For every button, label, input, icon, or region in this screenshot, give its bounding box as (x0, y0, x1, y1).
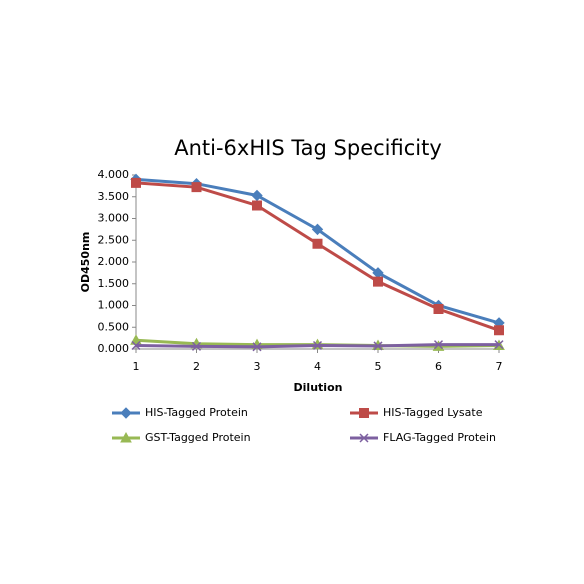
y-tick-label: 1.000 (98, 299, 130, 312)
y-axis-label: OD450nm (79, 232, 92, 293)
legend-marker (359, 433, 369, 443)
y-tick-label: 0.000 (98, 342, 130, 355)
point (131, 340, 141, 351)
point (312, 340, 323, 351)
point (251, 189, 263, 202)
legend-label: HIS-Tagged Lysate (383, 406, 483, 419)
y-tick-label: 4.000 (98, 168, 130, 181)
legend-label: FLAG-Tagged Protein (383, 431, 496, 444)
x-tick-label: 3 (254, 360, 261, 373)
point (191, 182, 202, 193)
point (494, 340, 504, 350)
y-tick-label: 2.000 (98, 255, 130, 268)
x-tick-label: 5 (375, 360, 382, 373)
y-tick-label: 0.500 (98, 320, 130, 333)
x-tick-label: 2 (193, 360, 200, 373)
point (433, 340, 444, 350)
x-tick-label: 7 (496, 360, 503, 373)
point (312, 238, 323, 249)
chart-title: Anti-6xHIS Tag Specificity (174, 136, 442, 160)
point (131, 177, 141, 188)
point (311, 223, 324, 236)
y-tick-label: 2.500 (98, 233, 130, 246)
legend-label: GST-Tagged Protein (145, 431, 251, 444)
point (252, 200, 262, 211)
series-line (135, 177, 500, 325)
legend-marker (120, 407, 132, 419)
point (191, 341, 202, 351)
y-tick-label: 3.500 (98, 190, 130, 203)
point (433, 303, 444, 314)
x-axis-label: Dilution (294, 381, 343, 394)
legend-marker (120, 431, 132, 443)
x-tick-label: 6 (435, 360, 442, 373)
legend-marker (359, 408, 369, 418)
x-tick-label: 4 (314, 360, 321, 373)
y-tick-label: 3.000 (98, 212, 130, 225)
point (494, 325, 504, 336)
y-tick-label: 1.500 (98, 277, 130, 290)
point (373, 276, 383, 287)
point (252, 342, 262, 352)
legend-label: HIS-Tagged Protein (145, 406, 248, 419)
x-tick-label: 1 (133, 360, 140, 373)
point (373, 341, 383, 351)
